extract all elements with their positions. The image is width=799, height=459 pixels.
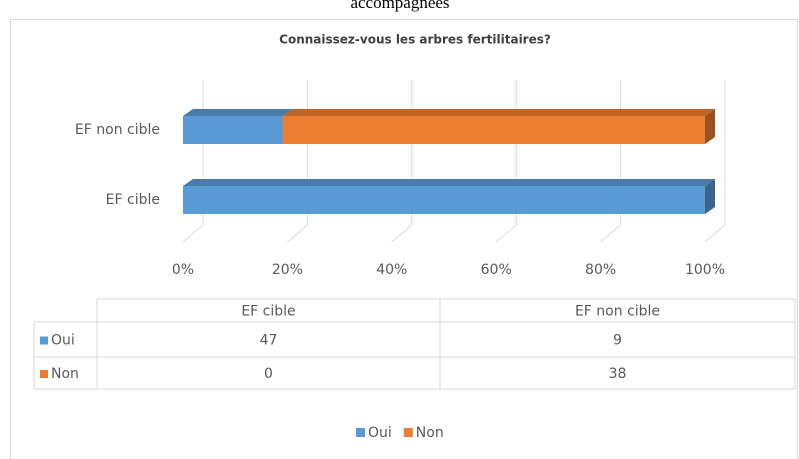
bar [183, 186, 705, 214]
table-cell: 47 [260, 333, 278, 349]
legend-label: Non [416, 425, 444, 441]
table-legend-key [40, 336, 48, 345]
table-header: EF non cible [575, 304, 660, 320]
bar-top [183, 179, 715, 186]
table-cell: 9 [613, 333, 622, 349]
grid-floor-line [391, 224, 413, 243]
bar-top [183, 109, 293, 116]
page-caption: accompagnées [350, 0, 449, 12]
x-tick-label: 0% [172, 262, 194, 278]
legend-key [403, 428, 413, 437]
grid-floor-line [600, 224, 621, 243]
bar [183, 116, 283, 144]
table-cell: 0 [264, 366, 273, 382]
bar [282, 116, 705, 144]
chart-title: Connaissez-vous les arbres fertilitaires… [279, 33, 551, 47]
x-tick-label: 60% [481, 262, 512, 278]
table-cell: 38 [609, 366, 627, 382]
grid-floor-line [495, 224, 517, 243]
grid-floor-line [704, 224, 726, 243]
table-header: EF cible [241, 304, 295, 320]
table-legend-key [40, 370, 48, 378]
y-tick-label: EF cible [106, 192, 160, 208]
x-tick-label: 100% [685, 262, 725, 278]
x-tick-label: 80% [585, 262, 616, 278]
table-row-label: Non [51, 366, 79, 382]
chart-frame [10, 19, 798, 459]
x-tick-label: 20% [272, 262, 303, 278]
table-row-label: Oui [51, 333, 75, 349]
grid-floor-line [182, 224, 204, 243]
x-tick-label: 40% [376, 262, 407, 278]
legend-label: Oui [368, 425, 392, 441]
y-tick-label: EF non cible [75, 122, 160, 138]
bar-top [282, 109, 715, 116]
legend-key [356, 428, 365, 437]
bar-side [705, 109, 715, 144]
bar-side [705, 179, 715, 214]
grid-floor-line [287, 224, 308, 243]
